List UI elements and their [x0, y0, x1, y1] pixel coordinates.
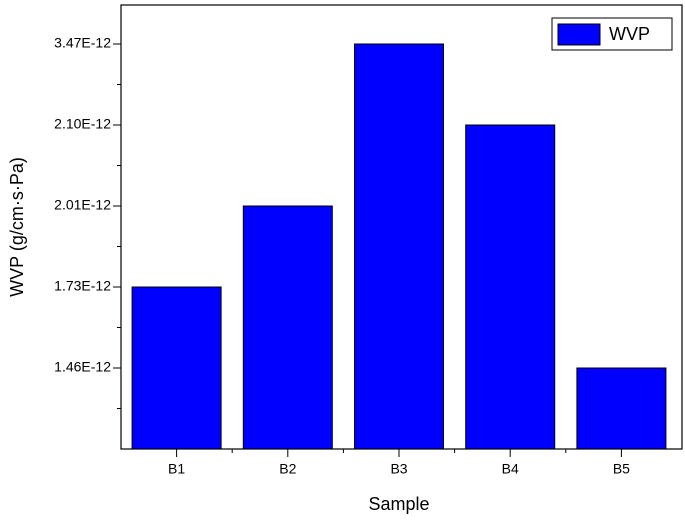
bar: [242, 205, 333, 450]
x-tick-label: B5: [613, 461, 630, 477]
bar: [576, 367, 667, 450]
y-axis-title: WVP (g/cm·s·Pa): [7, 157, 27, 297]
x-tick-label: B3: [390, 461, 407, 477]
bar: [354, 43, 444, 450]
x-tick-label: B4: [502, 461, 519, 477]
bar: [131, 286, 222, 450]
legend-swatch: [557, 23, 601, 46]
x-axis-title: Sample: [368, 494, 429, 514]
plot-frame: [120, 4, 683, 450]
bar: [465, 124, 556, 450]
legend-label: WVP: [609, 24, 650, 44]
y-tick-label: 2.01E-12: [54, 197, 111, 213]
x-tick-label: B2: [279, 461, 296, 477]
y-tick-label: 3.47E-12: [54, 35, 111, 51]
y-tick-label: 2.10E-12: [54, 116, 111, 132]
y-tick-label: 1.46E-12: [54, 359, 111, 375]
y-tick-label: 1.73E-12: [54, 278, 111, 294]
x-tick-label: B1: [168, 461, 185, 477]
